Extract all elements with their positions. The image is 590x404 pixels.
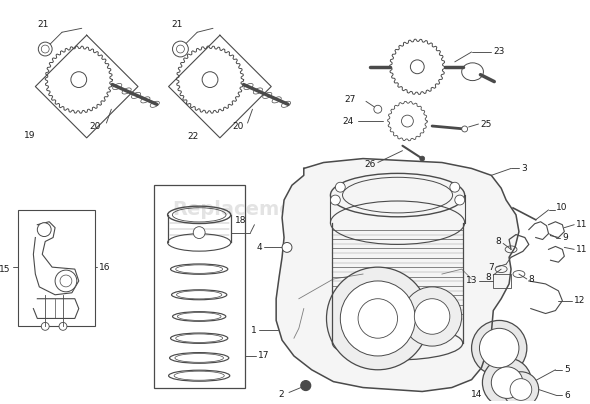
Text: 6: 6: [565, 391, 570, 400]
Circle shape: [483, 358, 532, 404]
Circle shape: [411, 60, 424, 74]
Circle shape: [301, 381, 311, 391]
Text: 20: 20: [89, 122, 100, 131]
Circle shape: [503, 372, 539, 404]
Text: 7: 7: [489, 263, 494, 271]
Text: 14: 14: [471, 390, 483, 399]
Text: 19: 19: [24, 131, 35, 140]
Circle shape: [455, 195, 465, 205]
Circle shape: [38, 42, 52, 56]
Circle shape: [41, 322, 49, 330]
Text: 21: 21: [172, 20, 183, 29]
Text: 16: 16: [99, 263, 110, 271]
Circle shape: [358, 299, 398, 338]
Circle shape: [335, 182, 345, 192]
Text: 8: 8: [486, 273, 491, 282]
Text: 21: 21: [38, 20, 49, 29]
Bar: [493, 274, 511, 288]
Circle shape: [419, 156, 425, 161]
Text: 3: 3: [521, 164, 527, 173]
Circle shape: [402, 115, 414, 127]
Text: 12: 12: [574, 296, 586, 305]
Text: 13: 13: [466, 276, 477, 286]
Circle shape: [282, 242, 292, 252]
Circle shape: [462, 126, 468, 132]
Circle shape: [202, 72, 218, 88]
Circle shape: [55, 270, 77, 292]
Circle shape: [330, 195, 340, 205]
Text: 22: 22: [188, 133, 199, 141]
Text: 15: 15: [0, 265, 11, 274]
Circle shape: [194, 227, 205, 238]
Text: 5: 5: [565, 365, 570, 374]
Text: 4: 4: [257, 243, 263, 252]
Text: 18: 18: [235, 216, 246, 225]
Text: 8: 8: [496, 237, 501, 246]
Text: 25: 25: [480, 120, 492, 128]
Circle shape: [59, 322, 67, 330]
Text: 8: 8: [529, 276, 535, 284]
Circle shape: [172, 41, 188, 57]
Circle shape: [471, 320, 527, 376]
Circle shape: [71, 72, 87, 88]
Text: 10: 10: [556, 204, 568, 213]
Text: 23: 23: [493, 48, 504, 57]
Circle shape: [37, 223, 51, 237]
Circle shape: [414, 299, 450, 334]
Text: 9: 9: [562, 233, 568, 242]
Circle shape: [340, 281, 415, 356]
Text: 11: 11: [576, 220, 588, 229]
Text: 27: 27: [345, 95, 356, 104]
Text: 11: 11: [576, 245, 588, 254]
Circle shape: [402, 287, 462, 346]
Text: 1: 1: [251, 326, 257, 335]
Circle shape: [480, 328, 519, 368]
Text: 24: 24: [342, 117, 353, 126]
Text: 2: 2: [278, 390, 284, 399]
Circle shape: [510, 379, 532, 400]
Circle shape: [374, 105, 382, 113]
Bar: [154, 185, 245, 387]
Bar: [18, 210, 94, 326]
Polygon shape: [276, 159, 519, 391]
Text: 20: 20: [232, 122, 243, 131]
Text: 26: 26: [365, 160, 376, 169]
Circle shape: [450, 182, 460, 192]
Circle shape: [491, 367, 523, 398]
Text: 17: 17: [258, 351, 270, 360]
Text: ReplacementParts.com: ReplacementParts.com: [172, 200, 426, 219]
Circle shape: [326, 267, 429, 370]
